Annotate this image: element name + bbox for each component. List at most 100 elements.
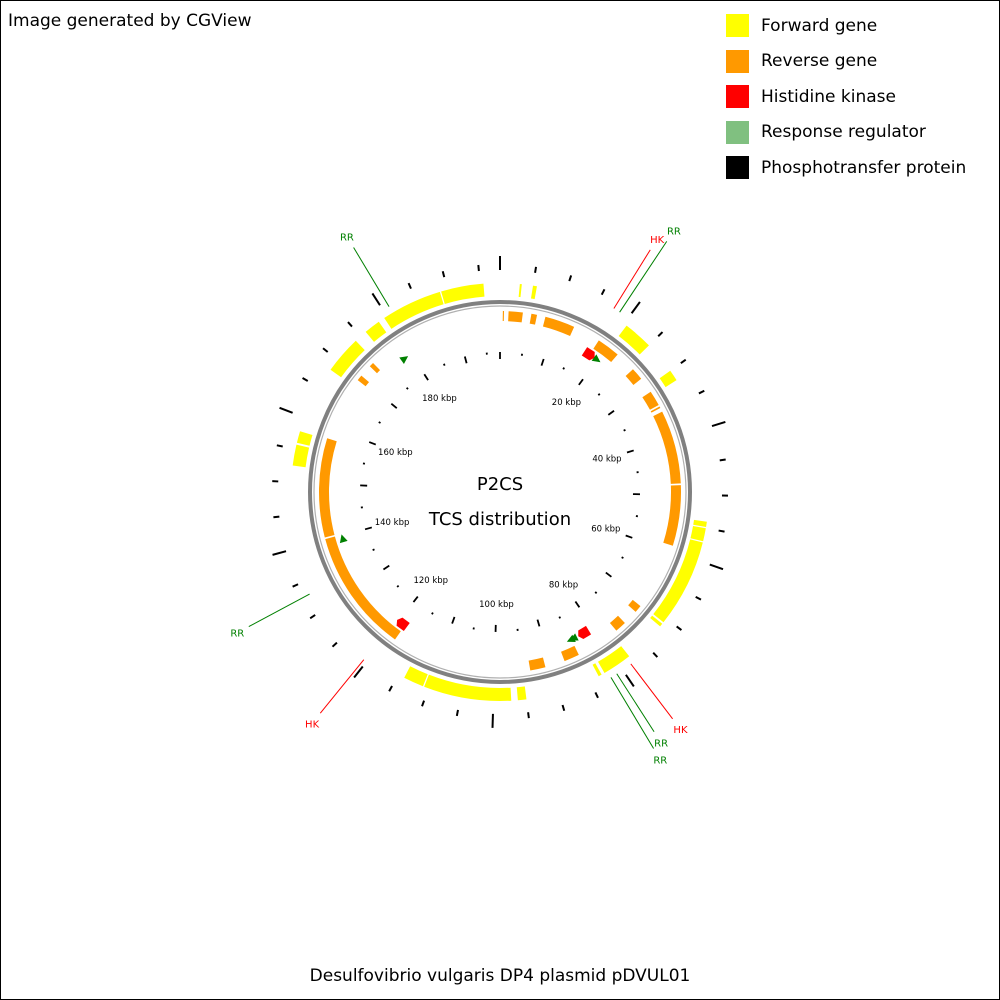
ruler-label: 100 kbp bbox=[479, 600, 514, 610]
ruler-tick bbox=[626, 449, 634, 454]
ruler-tick bbox=[607, 410, 615, 416]
outer-tick bbox=[718, 529, 725, 533]
histidine-kinase-mark bbox=[396, 617, 410, 632]
ruler-label: 80 kbp bbox=[549, 580, 578, 590]
ruler-tick bbox=[625, 534, 633, 539]
reverse-gene bbox=[502, 311, 505, 322]
forward-gene bbox=[441, 283, 485, 304]
rr-callout-label: RR bbox=[654, 739, 668, 750]
outer-tick bbox=[698, 389, 705, 395]
outer-tick bbox=[527, 712, 530, 719]
backbone-circle bbox=[308, 300, 692, 684]
ruler-tick bbox=[562, 367, 565, 370]
outer-tick bbox=[272, 550, 287, 556]
ruler-tick bbox=[451, 616, 456, 624]
ruler-tick bbox=[431, 612, 434, 615]
histidine-kinase-mark bbox=[578, 625, 592, 640]
legend: Forward gene Reverse gene Histidine kina… bbox=[726, 8, 966, 186]
ruler-label: 120 kbp bbox=[413, 576, 448, 586]
forward-gene bbox=[330, 340, 365, 378]
forward-gene-track bbox=[292, 283, 707, 701]
histidine-kinase-mark bbox=[581, 347, 595, 361]
reverse-gene bbox=[663, 485, 681, 546]
ruler-tick bbox=[390, 403, 398, 409]
ruler-tick bbox=[368, 441, 377, 446]
outer-tick bbox=[719, 458, 726, 462]
inner-ruler: 20 kbp 40 kbp 60 kbp 80 kbp 100 kbp 120 kbp 14… bbox=[360, 352, 640, 632]
reverse-gene bbox=[653, 411, 681, 484]
tcs-feature-track bbox=[339, 347, 601, 642]
outer-tick bbox=[652, 651, 659, 658]
rr-callout-label: RR bbox=[340, 232, 354, 243]
outer-tick bbox=[477, 264, 480, 272]
outer-tick bbox=[695, 595, 702, 601]
outer-tick bbox=[273, 515, 280, 519]
reverse-gene bbox=[508, 311, 523, 323]
forward-gene bbox=[690, 526, 706, 542]
forward-gene bbox=[653, 539, 703, 623]
rr-callout-line bbox=[248, 593, 310, 628]
outer-tick bbox=[625, 674, 635, 687]
rr-callout-line bbox=[353, 247, 390, 307]
outer-tick bbox=[709, 563, 724, 571]
forward-gene bbox=[384, 291, 444, 329]
forward-gene bbox=[598, 646, 630, 673]
ruler-label: 180 kbp bbox=[422, 394, 457, 404]
reverse-gene bbox=[625, 369, 642, 386]
legend-label-forward: Forward gene bbox=[761, 15, 878, 36]
ruler-tick bbox=[382, 564, 390, 571]
hk-callout-line bbox=[319, 659, 365, 714]
outer-tick bbox=[600, 288, 606, 296]
legend-label-response-regulator: Response regulator bbox=[761, 122, 926, 143]
legend-swatch-histidine-kinase bbox=[726, 85, 749, 109]
outer-tick bbox=[534, 266, 538, 273]
hk-callout-label: HK bbox=[650, 235, 665, 246]
forward-gene bbox=[296, 431, 313, 446]
reverse-gene bbox=[528, 657, 546, 671]
ruler-tick bbox=[412, 595, 419, 603]
outer-tick-marks bbox=[272, 256, 728, 728]
outer-tick bbox=[630, 301, 641, 314]
reverse-gene-track bbox=[319, 311, 681, 671]
outer-tick bbox=[276, 444, 283, 448]
hk-callout-line bbox=[613, 249, 651, 309]
ruler-label: 160 kbp bbox=[378, 448, 413, 458]
ruler-label: 20 kbp bbox=[552, 398, 581, 408]
legend-swatch-response-regulator bbox=[726, 120, 749, 144]
forward-gene bbox=[292, 444, 310, 468]
forward-gene bbox=[518, 283, 522, 298]
legend-swatch-forward bbox=[726, 14, 749, 38]
outer-tick bbox=[322, 347, 329, 353]
outer-tick bbox=[353, 665, 364, 679]
legend-swatch-phosphotransfer bbox=[726, 156, 749, 180]
outer-tick bbox=[421, 700, 426, 707]
outer-tick bbox=[657, 331, 664, 337]
legend-item-forward: Forward gene bbox=[726, 8, 966, 44]
outer-tick bbox=[309, 614, 316, 620]
forward-gene bbox=[516, 686, 527, 701]
ruler-tick bbox=[540, 358, 545, 366]
legend-item-response-regulator: Response regulator bbox=[726, 115, 966, 151]
legend-label-histidine-kinase: Histidine kinase bbox=[761, 86, 896, 107]
ruler-tick bbox=[396, 584, 400, 588]
response-regulator-mark bbox=[399, 356, 409, 364]
outer-tick bbox=[711, 420, 726, 428]
hk-callout-label: HK bbox=[673, 725, 688, 736]
reverse-gene bbox=[609, 615, 625, 631]
outer-tick bbox=[407, 282, 412, 290]
ruler-tick bbox=[364, 526, 373, 531]
legend-item-phosphotransfer: Phosphotransfer protein bbox=[726, 150, 966, 186]
outer-tick bbox=[594, 692, 599, 699]
outer-tick bbox=[680, 358, 687, 365]
reverse-gene bbox=[325, 536, 401, 640]
rr-callout-line bbox=[619, 241, 668, 313]
forward-gene bbox=[693, 519, 707, 527]
map-caption: Desulfovibrio vulgaris DP4 plasmid pDVUL… bbox=[309, 966, 691, 986]
reverse-gene bbox=[650, 406, 661, 413]
outer-tick bbox=[347, 321, 353, 328]
ruler-tick bbox=[605, 571, 612, 578]
outer-tick bbox=[371, 292, 381, 306]
ruler-tick bbox=[623, 429, 626, 432]
